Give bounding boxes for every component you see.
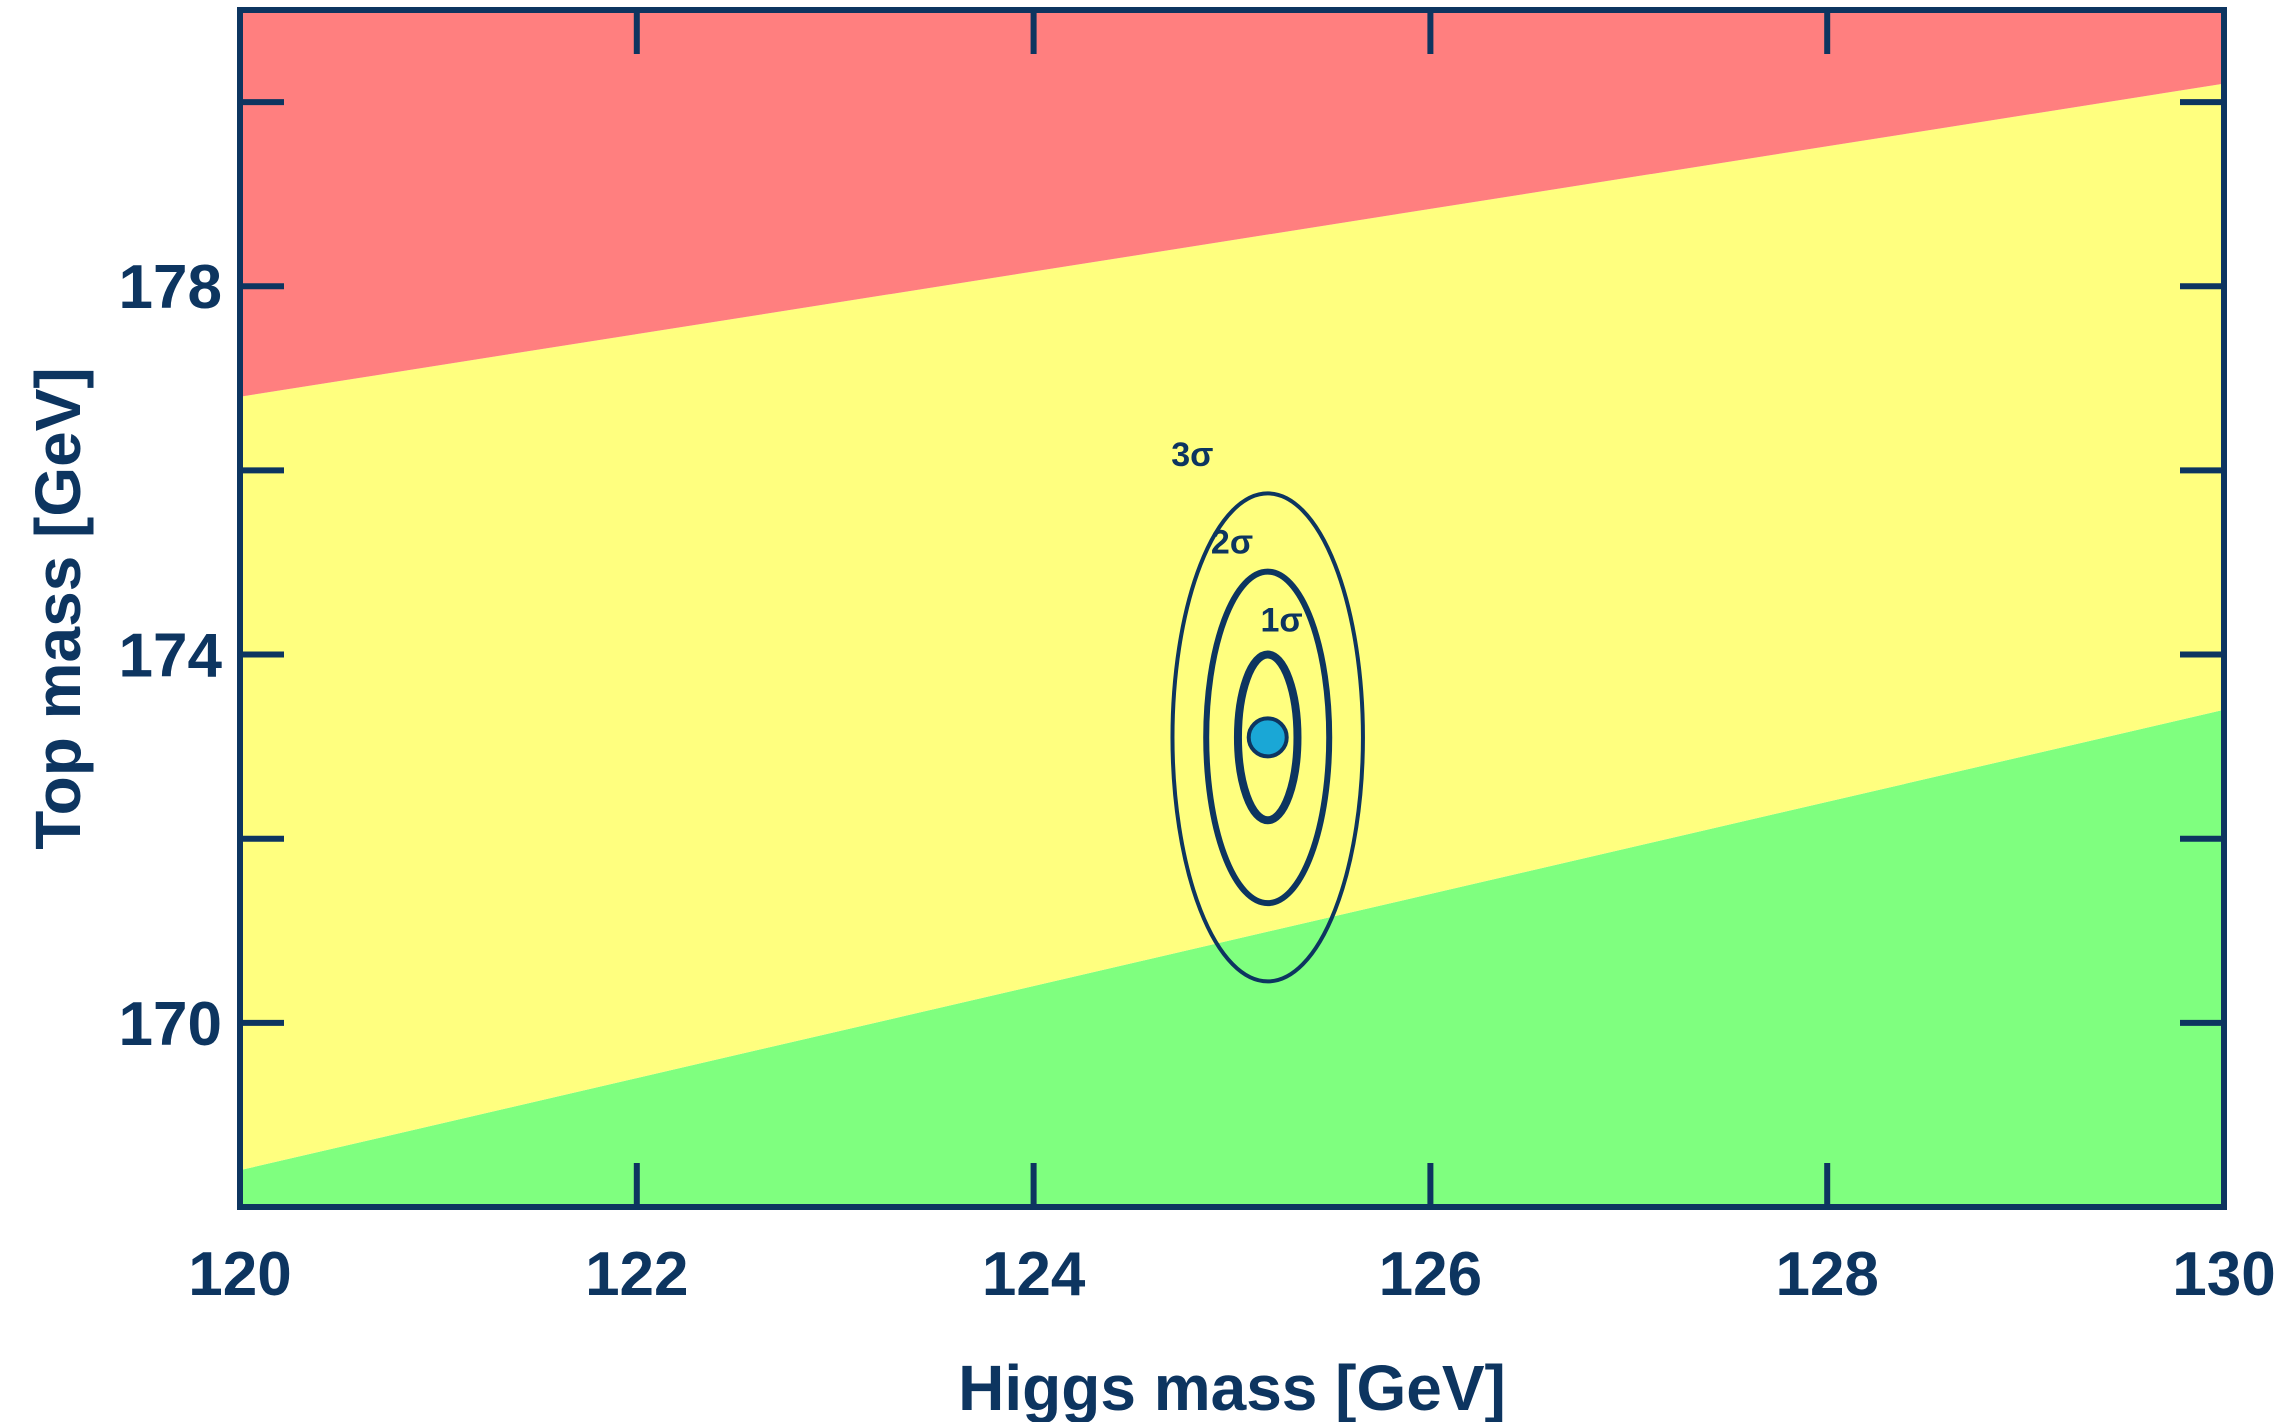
region-yellow	[240, 83, 2224, 1171]
y-tick-labels: 170 174 178	[119, 253, 223, 1059]
x-tick-labels: 120 122 124 126 128 130	[188, 1240, 2275, 1309]
contour-1sigma	[1233, 650, 1302, 825]
y-tick-label: 178	[119, 253, 222, 322]
x-tick-label: 126	[1379, 1240, 1482, 1309]
x-tick-label: 122	[585, 1240, 688, 1309]
x-tick-label: 124	[982, 1240, 1086, 1309]
contour-label-1sigma: 1σ	[1261, 602, 1303, 640]
y-tick-label: 170	[119, 990, 222, 1059]
y-axis-label: Top mass [GeV]	[22, 367, 94, 849]
contour-label-3sigma: 3σ	[1171, 436, 1213, 474]
x-tick-label: 128	[1775, 1240, 1878, 1309]
x-tick-label: 120	[188, 1240, 291, 1309]
central-value-point	[1246, 716, 1289, 759]
x-axis-label: Higgs mass [GeV]	[958, 1352, 1506, 1422]
y-tick-label: 174	[119, 622, 223, 691]
contour-2sigma	[1203, 568, 1333, 907]
axis-ticks	[240, 10, 2224, 1207]
contour-3sigma	[1170, 491, 1365, 984]
plot-area	[240, 10, 2224, 1207]
region-green	[240, 709, 2224, 1207]
x-tick-label: 130	[2172, 1240, 2275, 1309]
region-red	[240, 10, 2224, 397]
plot-frame	[237, 7, 2227, 1210]
